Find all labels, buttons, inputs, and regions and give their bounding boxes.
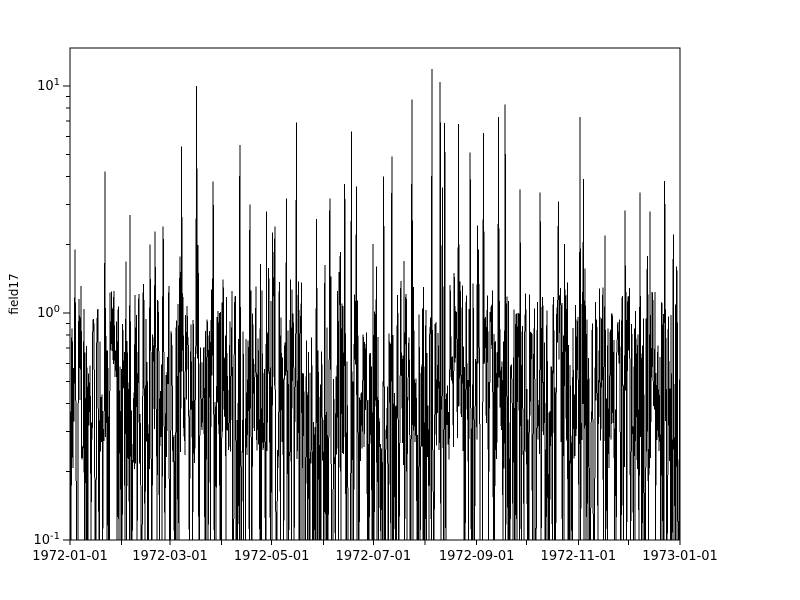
x-tick-label: 1972-05-01 xyxy=(234,549,310,564)
y-tick-label: 100 xyxy=(37,304,60,321)
x-tick-label: 1972-01-01 xyxy=(32,549,108,564)
x-tick-label: 1972-03-01 xyxy=(132,549,208,564)
x-tick-label: 1972-09-01 xyxy=(439,549,515,564)
data-line xyxy=(69,68,681,541)
axis-ticks xyxy=(63,85,681,545)
x-tick-label: 1972-11-01 xyxy=(541,549,617,564)
plot-frame xyxy=(69,47,681,541)
y-axis-title: field17 xyxy=(7,273,21,314)
y-tick-label: 10-1 xyxy=(33,531,60,548)
x-tick-label: 1972-07-01 xyxy=(336,549,412,564)
x-tick-label: 1973-01-01 xyxy=(642,549,718,564)
y-tick-label: 101 xyxy=(37,77,60,94)
